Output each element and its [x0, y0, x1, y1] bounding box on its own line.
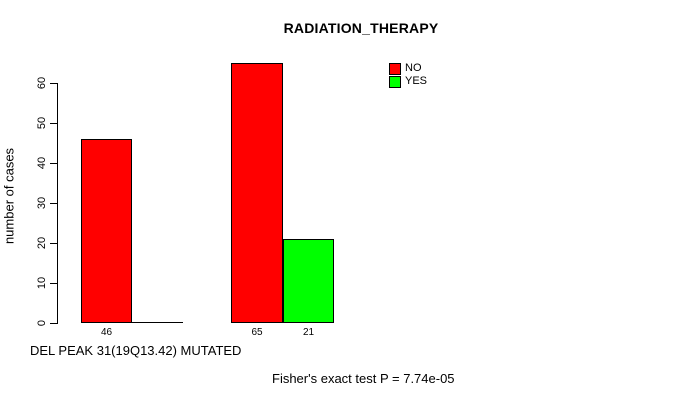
y-axis-tick: [50, 283, 57, 284]
bar-value-label: 21: [302, 327, 315, 338]
y-axis-tick-label: 20: [36, 236, 48, 250]
legend-label-yes: YES: [405, 75, 428, 87]
y-axis-tick: [50, 163, 57, 164]
y-axis-tick: [50, 203, 57, 204]
y-axis-tick-label: 40: [36, 156, 48, 170]
y-axis-tick-label: 10: [36, 276, 48, 290]
y-axis-tick: [50, 83, 57, 84]
bar-yes-group1-zero-line: [132, 322, 183, 323]
y-axis-tick-label: 60: [36, 76, 48, 90]
bar-value-label: 46: [100, 327, 113, 338]
legend-swatch-no: [389, 63, 401, 75]
y-axis-tick-label: 50: [36, 116, 48, 130]
y-axis-tick: [50, 123, 57, 124]
chart-title: RADIATION_THERAPY: [283, 20, 439, 36]
y-axis-label: number of cases: [1, 147, 17, 245]
legend-label-no: NO: [405, 62, 422, 74]
bar-yes-group2: [283, 239, 334, 323]
bar-no-group1: [81, 139, 132, 323]
y-axis-tick: [50, 323, 57, 324]
y-axis-line: [57, 83, 58, 324]
bar-value-label: 65: [251, 327, 263, 338]
legend-swatch-yes: [389, 76, 401, 88]
x-axis-label: DEL PEAK 31(19Q13.42) MUTATED: [30, 343, 242, 358]
fisher-test-annotation: Fisher's exact test P = 7.74e-05: [272, 371, 455, 386]
y-axis-tick-label: 30: [36, 196, 48, 210]
bar-no-group2: [231, 63, 283, 323]
y-axis-tick: [50, 243, 57, 244]
y-axis-tick-label: 0: [36, 319, 48, 327]
